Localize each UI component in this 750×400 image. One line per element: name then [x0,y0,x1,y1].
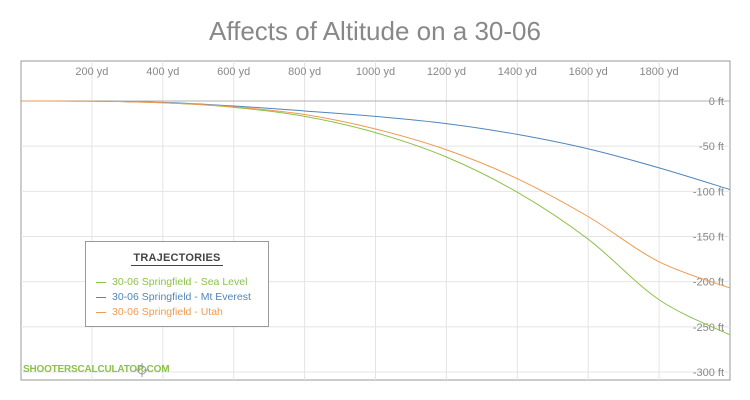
x-tick-label: 600 yd [217,66,250,78]
y-tick-label: -50 ft [699,141,724,153]
legend-label: 30-06 Springfield - Sea Level [112,276,248,288]
y-tick-label: 0 ft [709,96,724,108]
x-tick-label: 1000 yd [356,66,395,78]
legend-label: 30-06 Springfield - Mt Everest [112,291,251,303]
brand-logo[interactable]: SHOOTERSCALCULATOR.COM [23,364,170,375]
legend-item-mt-everest[interactable]: 30-06 Springfield - Mt Everest [96,290,251,304]
x-tick-label: 1600 yd [569,66,608,78]
legend-item-utah[interactable]: 30-06 Springfield - Utah [96,305,223,319]
y-tick-label: -250 ft [693,322,724,334]
x-tick-label: 1800 yd [640,66,679,78]
legend-swatch [96,296,106,298]
y-tick-label: -150 ft [693,232,724,244]
x-tick-label: 1200 yd [427,66,466,78]
series-line-utah [20,100,731,289]
y-tick-label: -100 ft [693,186,724,198]
legend: TRAJECTORIES 30-06 Springfield - Sea Lev… [85,241,269,327]
x-tick-label: 200 yd [75,66,108,78]
legend-swatch [96,311,106,313]
crosshair-icon [135,363,149,377]
legend-title: TRAJECTORIES [131,252,223,266]
chart-title: Affects of Altitude on a 30-06 [209,16,541,46]
y-tick-label: -200 ft [693,277,724,289]
legend-swatch [96,281,106,283]
legend-label: 30-06 Springfield - Utah [112,306,223,318]
legend-item-sea-level[interactable]: 30-06 Springfield - Sea Level [96,275,247,289]
x-tick-label: 1400 yd [498,66,537,78]
x-tick-label: 800 yd [288,66,321,78]
y-tick-label: -300 ft [693,367,724,379]
x-tick-label: 400 yd [146,66,179,78]
